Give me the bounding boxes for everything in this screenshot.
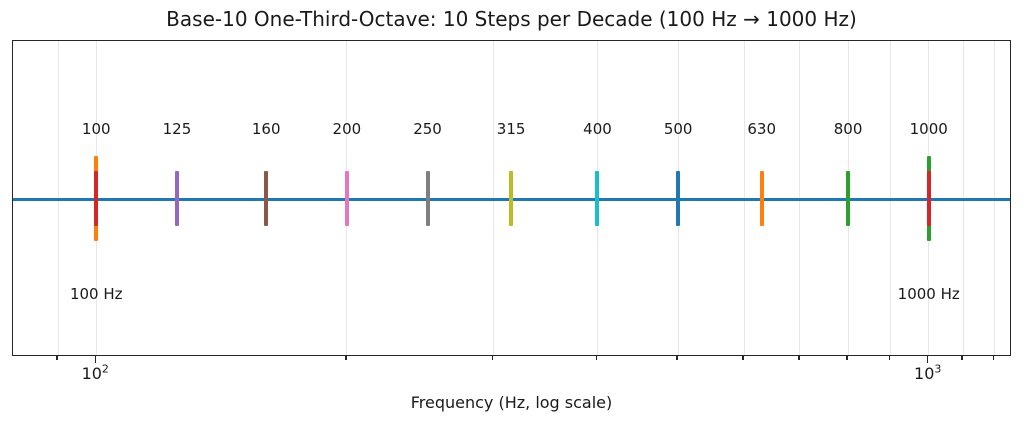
chart-title: Base-10 One-Third-Octave: 10 Steps per D…	[166, 7, 857, 31]
band-label-250hz: 250	[413, 120, 442, 138]
band-label-315hz: 315	[496, 120, 526, 138]
x-tick-label-100hz: 102	[81, 362, 109, 383]
band-label-800hz: 800	[833, 120, 863, 138]
band-label-630hz: 630	[747, 120, 777, 138]
band-marker-100hz	[94, 171, 99, 226]
x-minor-tick-500hz	[676, 356, 678, 360]
band-marker-250hz	[425, 171, 430, 226]
x-minor-tick-800hz	[846, 356, 848, 360]
x-minor-tick-600hz	[742, 356, 744, 360]
annotation-100hz: 100 Hz	[69, 285, 123, 303]
band-marker-160hz	[264, 171, 269, 226]
band-marker-125hz	[174, 171, 179, 226]
x-minor-tick-90hz	[56, 356, 58, 360]
x-major-tick-1000hz	[926, 356, 929, 363]
plot-area: 100 125 160 200 250 315 400 500 630 800 1000 100 Hz…	[12, 40, 1011, 356]
x-minor-tick-900hz	[888, 356, 891, 360]
band-label-200hz: 200	[332, 120, 362, 138]
x-minor-tick-400hz	[595, 356, 598, 360]
band-label-100hz: 100	[81, 120, 111, 138]
band-marker-200hz	[344, 171, 349, 226]
annotation-1000hz: 1000 Hz	[897, 285, 960, 303]
band-label-1000hz: 1000	[909, 120, 948, 138]
x-minor-tick-1200hz	[992, 356, 995, 360]
band-marker-315hz	[509, 171, 514, 226]
x-minor-tick-1100hz	[961, 356, 963, 360]
x-major-tick-100hz	[94, 356, 96, 363]
band-marker-500hz	[676, 171, 681, 226]
band-label-500hz: 500	[663, 120, 693, 138]
band-marker-630hz	[759, 171, 764, 226]
x-minor-tick-700hz	[798, 356, 800, 360]
x-minor-tick-300hz	[491, 356, 494, 360]
band-label-160hz: 160	[251, 120, 281, 138]
x-axis-label: Frequency (Hz, log scale)	[410, 393, 613, 412]
band-marker-800hz	[846, 171, 851, 226]
x-tick-label-1000hz: 103	[914, 362, 942, 383]
band-label-125hz: 125	[162, 120, 192, 138]
x-minor-tick-200hz	[345, 356, 347, 360]
band-marker-1000hz	[926, 171, 931, 226]
band-marker-400hz	[595, 171, 600, 226]
band-label-400hz: 400	[583, 120, 612, 138]
